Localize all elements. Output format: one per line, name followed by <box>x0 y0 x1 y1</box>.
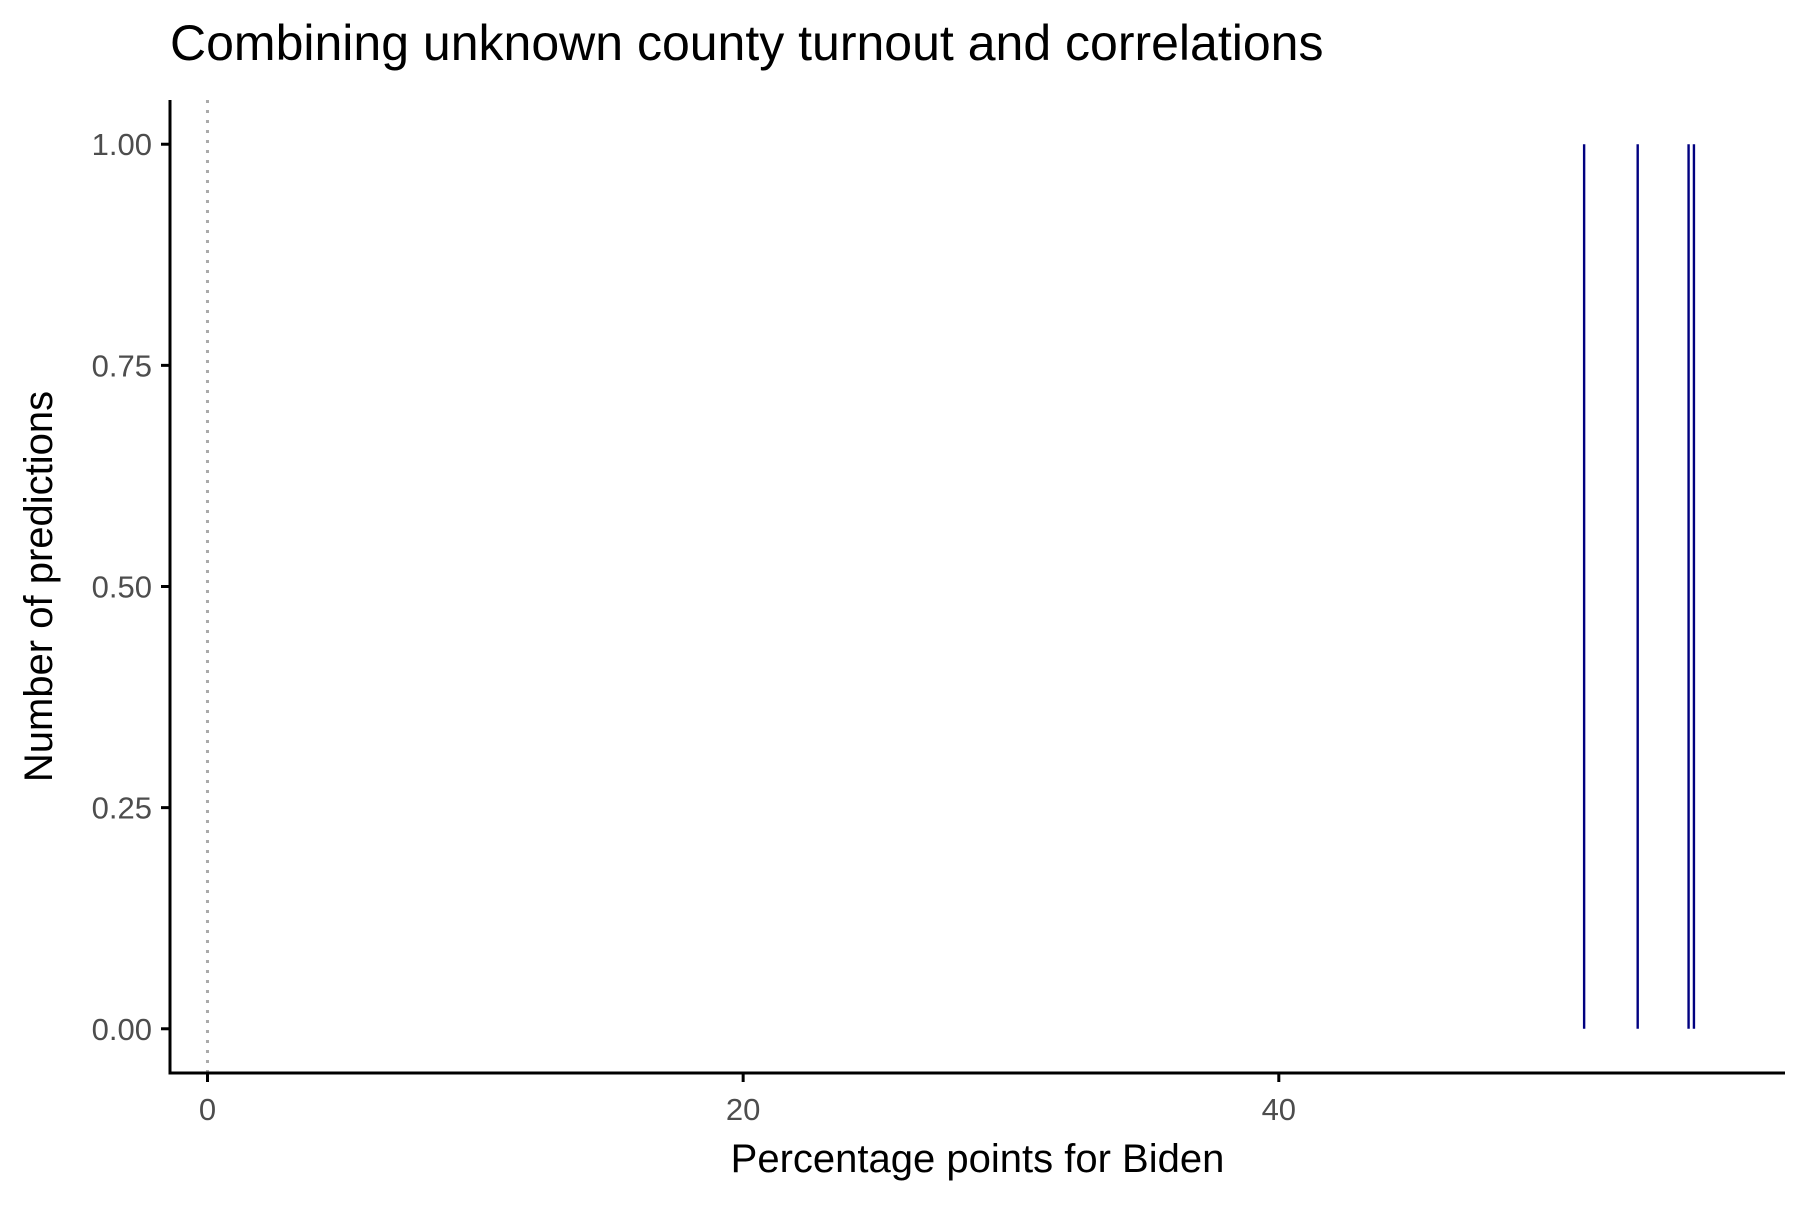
y-tick-label: 0.25 <box>92 791 152 826</box>
x-axis-label: Percentage points for Biden <box>731 1137 1225 1181</box>
y-ticks-group: 0.00 0.25 0.50 0.75 1.00 <box>92 127 170 1047</box>
y-tick-label: 1.00 <box>92 127 152 162</box>
y-tick-label: 0.75 <box>92 348 152 383</box>
x-tick-label: 20 <box>726 1092 760 1127</box>
x-tick-label: 40 <box>1262 1092 1296 1127</box>
bars-group <box>1582 144 1696 1029</box>
y-tick-label: 0.50 <box>92 570 152 605</box>
y-axis-label: Number of predictions <box>17 391 61 782</box>
x-tick-label: 0 <box>199 1092 216 1127</box>
chart-title: Combining unknown county turnout and cor… <box>170 15 1324 71</box>
y-tick-label: 0.00 <box>92 1012 152 1047</box>
x-ticks-group: 0 20 40 <box>199 1073 1296 1127</box>
